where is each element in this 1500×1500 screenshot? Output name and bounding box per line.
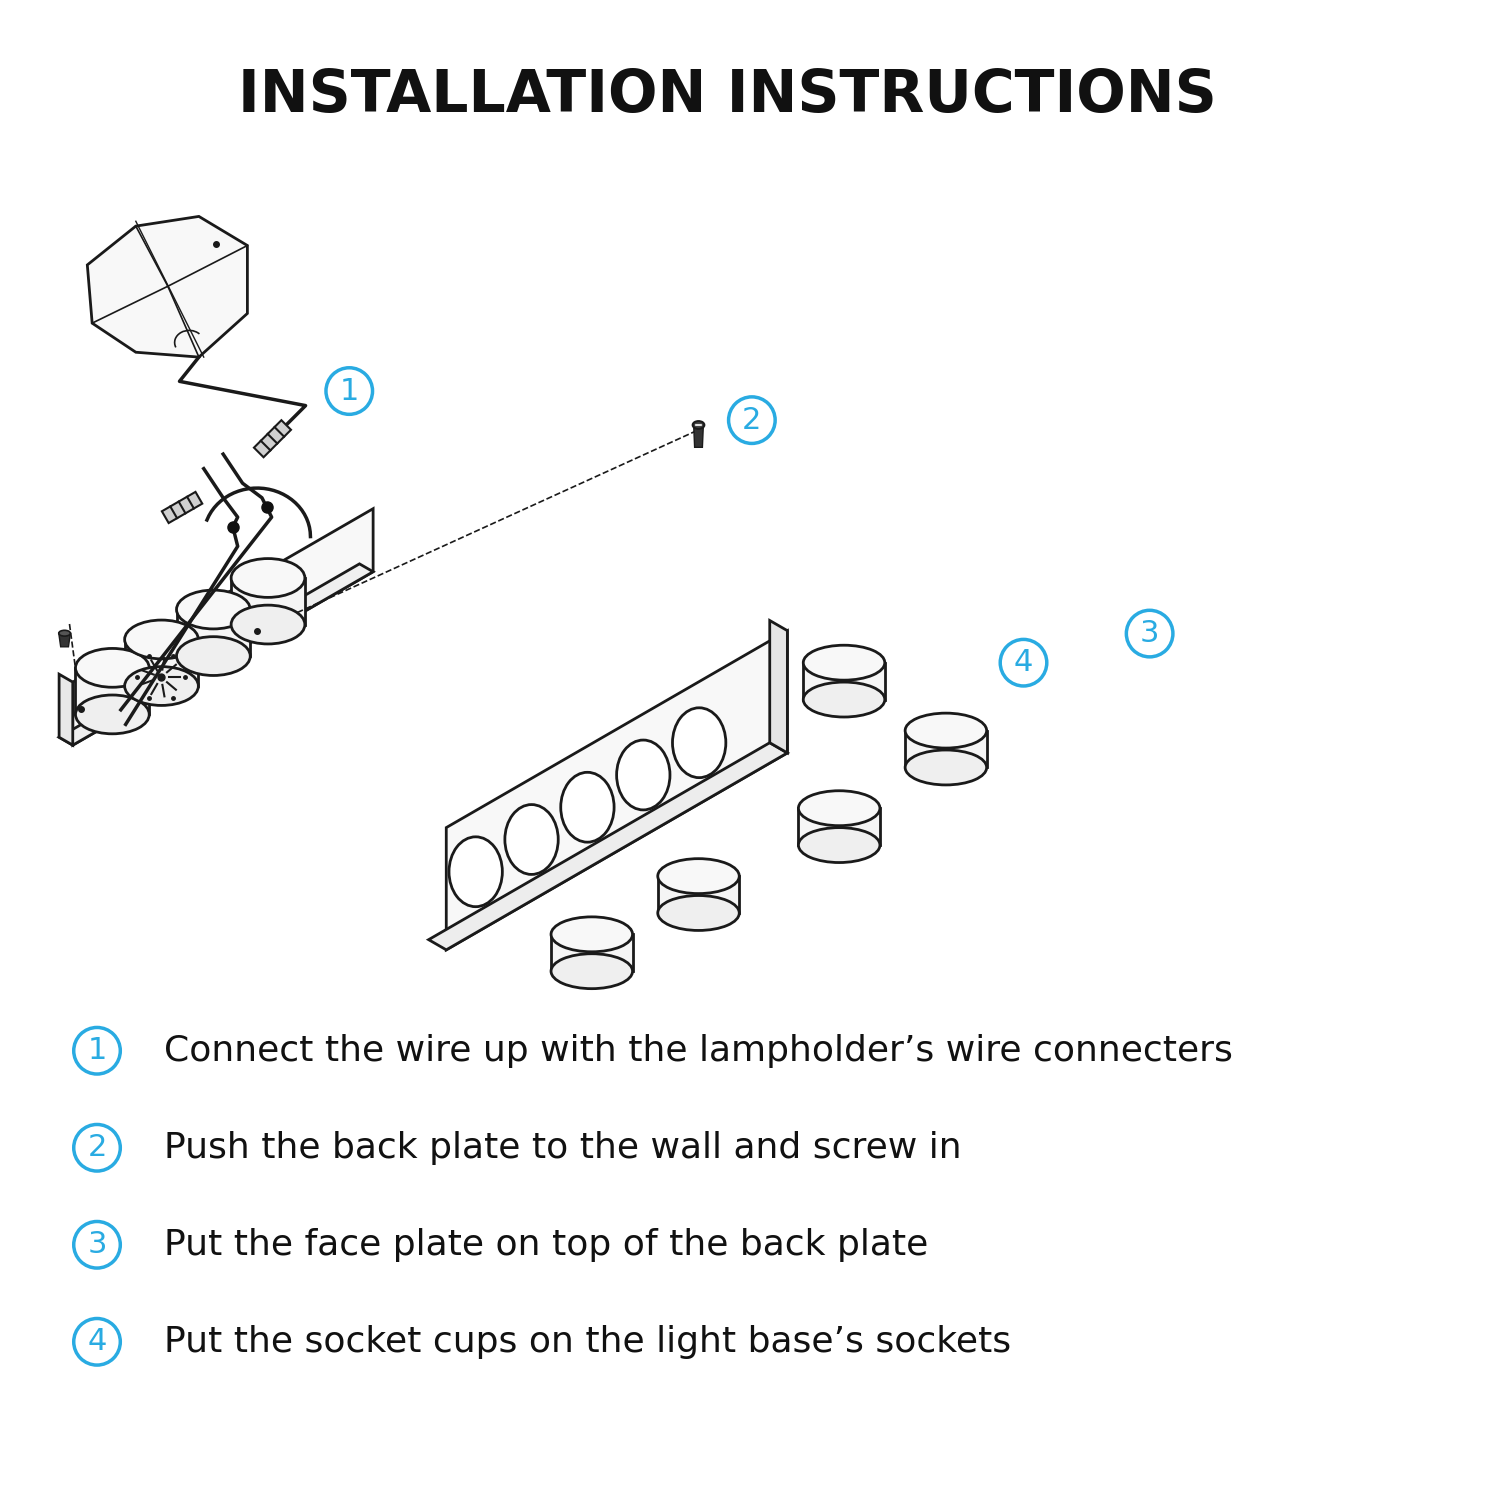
Text: 2: 2 [87,1134,106,1162]
Ellipse shape [550,916,633,952]
Polygon shape [177,609,251,656]
Polygon shape [693,424,703,447]
Polygon shape [658,876,740,914]
Ellipse shape [693,422,705,429]
Ellipse shape [231,604,304,644]
Ellipse shape [75,648,148,687]
Text: 1: 1 [339,376,358,405]
Text: Push the back plate to the wall and screw in: Push the back plate to the wall and scre… [141,1131,962,1166]
Ellipse shape [561,772,614,842]
Circle shape [74,1221,120,1268]
Ellipse shape [616,740,670,810]
Polygon shape [447,630,788,950]
Polygon shape [58,564,374,746]
Circle shape [729,398,776,444]
Ellipse shape [798,790,880,825]
Ellipse shape [58,630,70,636]
Polygon shape [58,633,70,646]
Polygon shape [804,663,885,699]
Text: Connect the wire up with the lampholder’s wire connecters: Connect the wire up with the lampholder’… [141,1034,1233,1068]
Polygon shape [550,934,633,970]
Circle shape [74,1125,120,1172]
Ellipse shape [124,620,198,658]
Polygon shape [770,621,788,753]
Ellipse shape [658,896,740,930]
Ellipse shape [798,828,880,862]
Text: 4: 4 [87,1328,106,1356]
Text: 1: 1 [87,1036,106,1065]
Ellipse shape [177,590,251,628]
Polygon shape [162,492,202,524]
Polygon shape [231,578,304,624]
Text: INSTALLATION INSTRUCTIONS: INSTALLATION INSTRUCTIONS [238,66,1216,123]
Text: 2: 2 [742,405,762,435]
Text: 4: 4 [1014,648,1034,676]
Circle shape [326,368,372,414]
Text: Put the socket cups on the light base’s sockets: Put the socket cups on the light base’s … [141,1324,1011,1359]
Ellipse shape [448,837,503,906]
Polygon shape [254,420,291,458]
Circle shape [1126,610,1173,657]
Ellipse shape [75,694,148,734]
Polygon shape [798,808,880,844]
Text: 3: 3 [1140,620,1160,648]
Ellipse shape [124,666,198,705]
Polygon shape [87,216,248,357]
Polygon shape [429,742,788,950]
Polygon shape [124,639,198,686]
Circle shape [74,1028,120,1074]
Ellipse shape [231,558,304,597]
Text: 3: 3 [87,1230,106,1260]
Ellipse shape [658,858,740,894]
Ellipse shape [672,708,726,777]
Ellipse shape [804,682,885,717]
Ellipse shape [177,636,251,675]
Circle shape [74,1318,120,1365]
Polygon shape [58,674,74,746]
Polygon shape [75,668,148,714]
Text: Put the face plate on top of the back plate: Put the face plate on top of the back pl… [141,1228,928,1262]
Circle shape [1000,639,1047,686]
Ellipse shape [804,645,885,680]
Polygon shape [74,509,374,746]
Polygon shape [904,730,987,768]
Ellipse shape [506,804,558,874]
Ellipse shape [550,954,633,988]
Ellipse shape [904,750,987,784]
Ellipse shape [904,712,987,748]
